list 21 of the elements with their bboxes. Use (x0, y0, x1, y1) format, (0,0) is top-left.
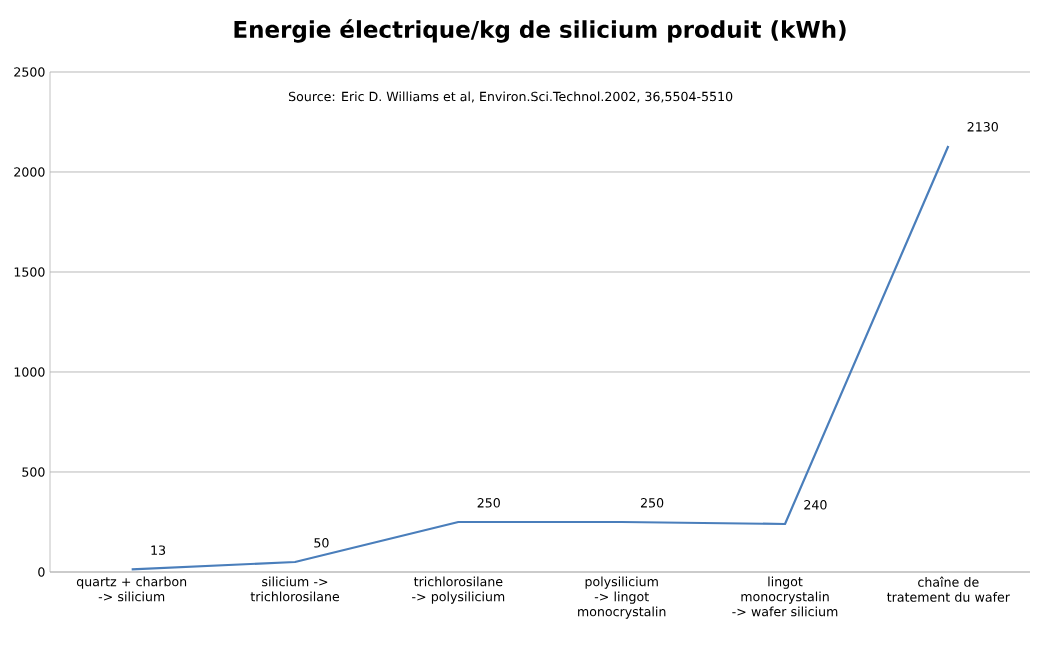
x-tick-label: polysilicium -> lingot monocrystalin (578, 576, 666, 619)
y-tick-label: 2000 (14, 167, 45, 177)
data-label: 13 (151, 545, 166, 555)
x-tick-label: lingot monocrystalin -> wafer silicium (732, 576, 838, 617)
x-tick-label: silicium -> trichlorosilane (250, 576, 340, 602)
data-label: 50 (314, 538, 329, 548)
data-label: 250 (640, 498, 664, 508)
y-tick-label: 0 (38, 567, 45, 577)
x-tick-label: trichlorosilane -> polysilicium (412, 576, 505, 604)
chart-title: Energie électrique/kg de silicium produit (kWh) (234, 19, 846, 43)
data-label: 240 (804, 500, 827, 510)
y-tick-label: 1000 (14, 367, 45, 377)
data-label: 2130 (967, 122, 998, 132)
y-tick-label: 1500 (14, 267, 45, 277)
x-tick-label: chaîne de tratement du wafer (887, 576, 1010, 602)
y-tick-label: 2500 (14, 67, 45, 77)
data-label: 250 (477, 498, 500, 508)
y-tick-label: 500 (22, 467, 45, 477)
x-tick-label: quartz + charbon -> silicium (76, 576, 187, 602)
annotation: Source: Eric D. Williams et al, Environ.Sci.Technol.2002, 36,5504-5510 (288, 91, 733, 103)
line-series (130, 144, 950, 571)
